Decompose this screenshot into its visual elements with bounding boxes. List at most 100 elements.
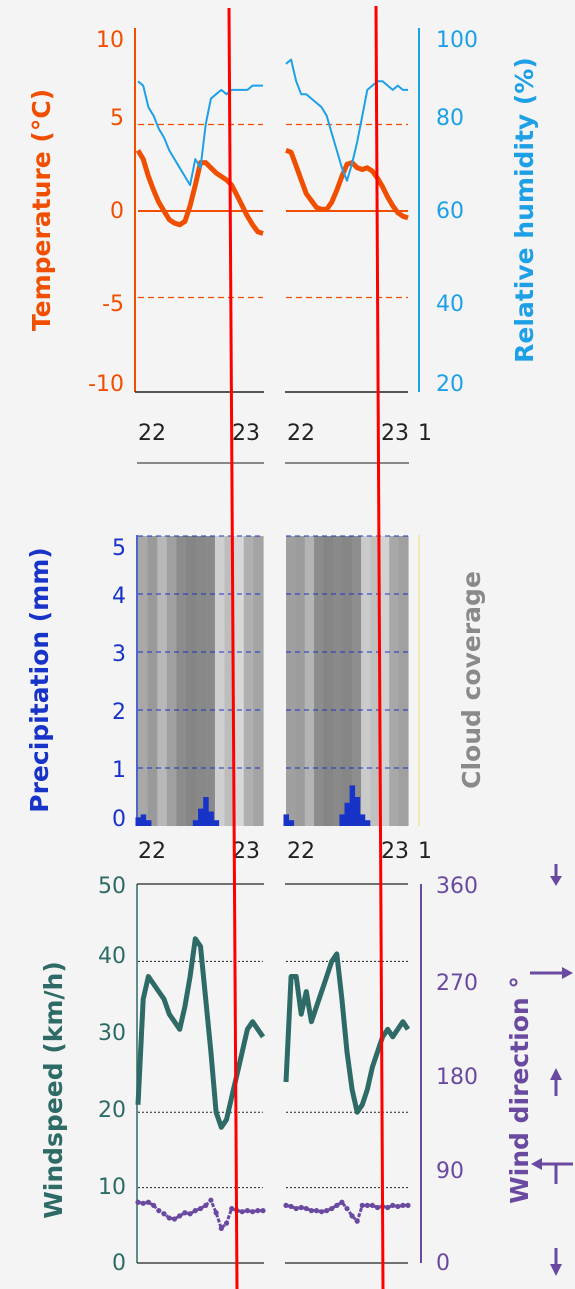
humidity-series-line <box>285 58 408 182</box>
date-tick-labels: 22 23 22 23 1 <box>138 421 432 446</box>
arrow-right-icon <box>530 967 573 979</box>
wind-direction-point <box>218 1225 224 1232</box>
wind-direction-tick-label: 90 <box>436 1159 464 1184</box>
cloud-coverage-band <box>234 536 245 826</box>
cloud-coverage-band <box>176 536 187 826</box>
precipitation-bar <box>344 802 350 826</box>
cloud-coverage-band <box>157 536 168 826</box>
wind-direction-point <box>171 1216 178 1222</box>
precipitation-bar <box>354 797 361 826</box>
wind-direction-tick-label: 360 <box>436 874 478 899</box>
cloud-coverage-band <box>214 536 226 826</box>
precipitation-bar <box>140 814 147 826</box>
arrow-up-icon <box>550 1068 562 1096</box>
precipitation-bar <box>198 808 204 826</box>
cloud-coverage-band <box>286 536 296 826</box>
cloud-coverage-band <box>205 536 216 826</box>
temperature-tick-label: 5 <box>110 106 124 131</box>
wind-direction-point <box>349 1213 355 1219</box>
wind-direction-point <box>283 1202 289 1209</box>
date-tick-label: 23 <box>232 839 260 864</box>
wind-direction-point <box>354 1218 360 1224</box>
date-tick-label: 22 <box>287 421 315 446</box>
wind-direction-point <box>255 1208 261 1214</box>
precipitation-bars <box>135 785 371 826</box>
precipitation-axis-title: Precipitation (mm) <box>25 547 54 812</box>
wind-direction-point <box>177 1213 183 1219</box>
wind-direction-point <box>208 1197 214 1203</box>
temperature-series-line <box>285 148 409 221</box>
wind-direction-point <box>359 1202 365 1209</box>
windspeed-series-line <box>283 951 411 1115</box>
wind-direction-point <box>298 1204 304 1211</box>
cloud-coverage-band <box>342 536 353 826</box>
humidity-tick-label: 40 <box>436 292 464 317</box>
date-tick-label: 22 <box>138 421 166 446</box>
precipitation-bar <box>339 814 345 826</box>
date-tick-labels: 22 23 22 23 1 <box>138 839 432 864</box>
temperature-axis-title: Temperature (°C) <box>27 89 56 331</box>
humidity-series-line <box>137 80 263 187</box>
precipitation-bar <box>359 814 366 826</box>
wind-direction-point <box>400 1202 406 1209</box>
cloud-coverage-band <box>243 536 254 826</box>
precipitation-bar <box>208 811 214 826</box>
wind-direction-point <box>239 1209 245 1215</box>
cloud-coverage-bands <box>138 536 409 826</box>
cloud-coverage-band <box>138 536 149 826</box>
windspeed-tick-label: 0 <box>112 1251 126 1276</box>
wind-direction-point <box>324 1208 330 1214</box>
arrow-down-icon <box>550 864 562 886</box>
cloud-coverage-band <box>253 536 264 826</box>
humidity-tick-label: 100 <box>436 28 478 53</box>
overlay-red-line <box>374 5 385 1289</box>
wind-direction-point <box>140 1200 146 1206</box>
temperature-tick-label: 10 <box>96 28 124 53</box>
windspeed-tick-label: 40 <box>98 944 126 969</box>
cloud-coverage-band <box>398 536 409 826</box>
wind-direction-point <box>192 1208 198 1214</box>
wind-direction-point <box>260 1208 266 1214</box>
cloud-coverage-band <box>304 536 315 826</box>
wind-direction-point <box>313 1208 320 1214</box>
cloud-coverage-band <box>332 536 343 826</box>
precipitation-tick-label: 2 <box>112 700 126 725</box>
wind-direction-point <box>329 1205 335 1212</box>
temperature-humidity-lines <box>135 58 409 236</box>
windspeed-gridlines <box>138 960 408 1189</box>
precipitation-tick-label: 4 <box>112 584 126 609</box>
precipitation-bar <box>364 820 371 826</box>
temperature-tick-label: -5 <box>102 292 124 317</box>
arrow-left-icon <box>531 1158 573 1184</box>
cloud-coverage-band <box>195 536 206 826</box>
wind-direction-axis-title: Wind direction ° <box>505 976 534 1204</box>
wind-direction-point <box>161 1211 167 1217</box>
overlay-lines <box>227 5 385 1289</box>
temperature-humidity-panel: Temperature (°C) Relative humidity (%) 1… <box>27 28 539 464</box>
windspeed-series-line <box>135 936 266 1130</box>
precipitation-bar <box>192 820 199 826</box>
precipitation-bar <box>135 817 141 826</box>
wind-direction-tick-label: 270 <box>436 971 478 996</box>
precipitation-tick-label: 3 <box>112 642 126 667</box>
wind-direction-series-line <box>137 1197 263 1232</box>
windspeed-tick-label: 30 <box>98 1021 126 1046</box>
wind-direction-point <box>166 1215 172 1221</box>
wind-direction-point <box>197 1205 204 1212</box>
wind-direction-point <box>374 1204 381 1211</box>
arrow-down-icon <box>550 1248 562 1276</box>
precipitation-gridlines <box>138 535 408 769</box>
wind-direction-point <box>213 1210 219 1216</box>
wind-direction-point <box>303 1205 309 1212</box>
wind-direction-point <box>244 1208 250 1214</box>
windspeed-axis-title: Windspeed (km/h) <box>39 961 68 1219</box>
wind-direction-arrows <box>530 864 573 1276</box>
wind-direction-point <box>135 1199 141 1205</box>
humidity-tick-label: 80 <box>436 106 464 131</box>
wind-direction-point <box>187 1211 193 1217</box>
cloud-coverage-band <box>314 536 325 826</box>
wind-direction-tick-labels: 360 270 180 90 0 <box>436 874 478 1276</box>
date-tick-label: 22 <box>287 839 315 864</box>
